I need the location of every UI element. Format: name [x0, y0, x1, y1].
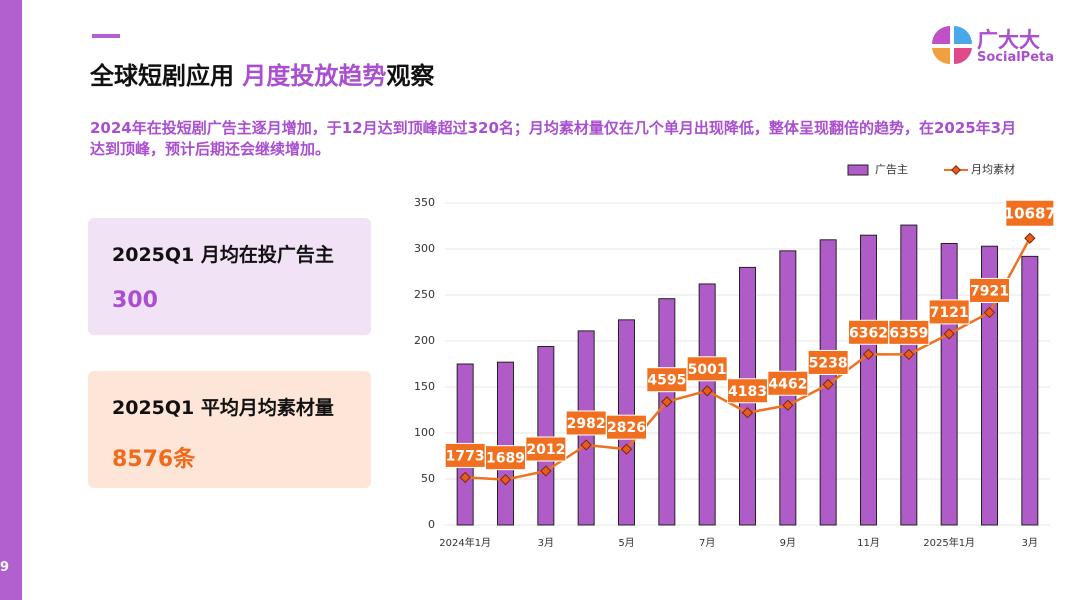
marker: [459, 471, 471, 484]
data-label: 2012: [526, 442, 565, 458]
bar: [497, 361, 514, 526]
title: 全球短剧应用 月度投放趋势观察: [90, 56, 434, 91]
marker: [580, 439, 592, 451]
card-value: 8576条: [112, 447, 196, 472]
bar: [1021, 255, 1039, 526]
marker: [661, 396, 673, 408]
marker: [862, 348, 875, 360]
data-label: 4462: [768, 376, 807, 392]
y-tick-label: 200: [414, 334, 435, 347]
x-tick-label: 2024年1月: [439, 536, 491, 549]
marker: [943, 328, 955, 340]
title-part: 观察: [386, 62, 435, 90]
page-number: 9: [0, 560, 10, 575]
bar: [860, 234, 877, 526]
legend-swatch: [847, 164, 869, 176]
x-tick-label: 3月: [1022, 537, 1038, 549]
marker: [903, 348, 915, 361]
data-label: 10687: [1004, 205, 1056, 223]
data-label-box: [686, 356, 728, 382]
bar: [698, 283, 716, 526]
card-label: 2025Q1 平均月均素材量: [112, 397, 334, 419]
data-label: 7121: [930, 305, 969, 321]
x-tick-label: 7月: [699, 537, 715, 549]
x-tick-label: 5月: [618, 537, 634, 549]
marker: [822, 378, 834, 391]
bar: [658, 298, 676, 526]
data-label: 5238: [809, 355, 848, 371]
x-tick-label: 2025年1月: [923, 536, 975, 549]
y-tick-label: 250: [414, 288, 435, 301]
legend-swatch: [951, 165, 961, 175]
data-label-box: [807, 349, 849, 375]
data-label: 7921: [970, 283, 1009, 299]
legend-label: 广告主: [875, 163, 908, 176]
data-label: 2826: [607, 420, 646, 436]
data-label: 6359: [889, 325, 928, 341]
logo-name: 广大大: [977, 28, 1040, 52]
bar: [537, 346, 555, 526]
bar: [940, 242, 958, 526]
data-label: 4595: [647, 373, 686, 389]
bar: [900, 224, 918, 526]
x-tick-label: 11月: [857, 537, 880, 549]
data-label-box: [969, 277, 1010, 303]
marker: [499, 474, 512, 486]
data-label: 1773: [446, 448, 485, 464]
logo-icon: [932, 26, 972, 64]
card: 2025Q1 月均在投广告主 300: [88, 218, 371, 335]
card-label: 2025Q1 月均在投广告主: [112, 244, 334, 266]
marker: [1024, 232, 1036, 244]
card-value: 300: [112, 288, 158, 313]
title-part: 全球短剧应用: [90, 62, 234, 90]
logo-sub: SocialPeta: [977, 50, 1055, 65]
title-dash: [92, 34, 120, 38]
y-tick-label: 150: [414, 380, 435, 393]
data-label-box: [928, 299, 970, 325]
data-label-box: [606, 414, 647, 440]
x-tick-label: 9月: [780, 537, 796, 549]
data-label-box: [767, 370, 809, 396]
data-label-box: [727, 378, 768, 404]
card: 2025Q1 平均月均素材量 8576条: [88, 371, 371, 488]
y-tick-label: 350: [414, 196, 435, 209]
y-tick-label: 50: [421, 472, 435, 485]
data-label: 2982: [567, 416, 606, 432]
data-label-box: [1005, 199, 1055, 227]
legend-label: 月均素材: [971, 162, 1015, 176]
marker: [782, 399, 794, 411]
chart: 0 50 100 150 200 250 300 350 2024年1月 3月 5月 7月 9月 11月 2…: [414, 162, 1056, 549]
y-tick-label: 300: [414, 242, 435, 255]
data-label-box: [646, 367, 688, 393]
data-label-box: [525, 436, 567, 462]
y-tick-label: 0: [428, 518, 435, 531]
data-label: 1689: [486, 451, 525, 467]
marker: [540, 465, 552, 477]
marker: [620, 443, 633, 455]
marker: [701, 385, 713, 397]
description: 2024年在投短剧广告主逐月增加，于12月达到顶峰超过320名；月均素材量仅在几…: [90, 119, 1017, 158]
data-label-box: [888, 319, 930, 345]
marker: [741, 407, 754, 419]
x-tick-label: 3月: [538, 537, 554, 549]
data-label: 6362: [849, 325, 888, 341]
marker: [983, 306, 996, 319]
data-label: 4183: [728, 384, 767, 400]
y-tick-label: 100: [414, 426, 435, 439]
data-label-box: [444, 442, 486, 468]
side-strip: [0, 0, 22, 600]
data-label: 5001: [688, 362, 727, 378]
title-highlight: 月度投放趋势: [242, 62, 387, 90]
